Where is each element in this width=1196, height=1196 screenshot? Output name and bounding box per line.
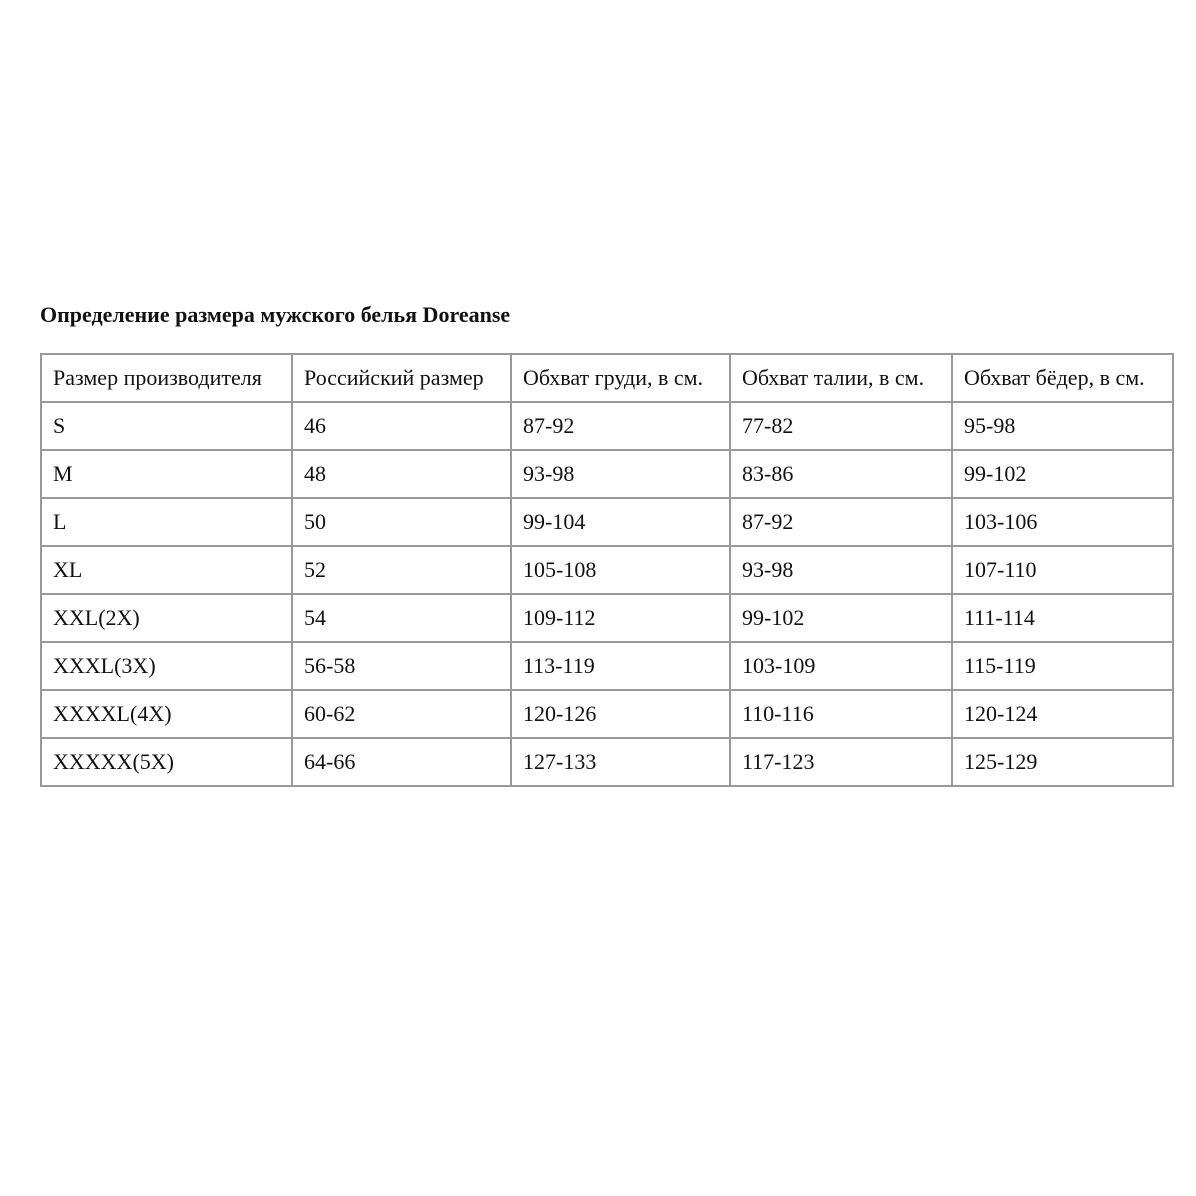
row: XL 52 105-108 93-98 107-110 bbox=[40, 545, 1174, 595]
cell: 83-86 bbox=[729, 449, 953, 499]
header-cell: Размер производителя bbox=[40, 353, 293, 403]
cell: 54 bbox=[291, 593, 512, 643]
cell: 46 bbox=[291, 401, 512, 451]
cell: 120-124 bbox=[951, 689, 1174, 739]
cell: 103-109 bbox=[729, 641, 953, 691]
cell: 48 bbox=[291, 449, 512, 499]
cell: XXL(2X) bbox=[40, 593, 293, 643]
header-cell: Обхват бёдер, в см. bbox=[951, 353, 1174, 403]
cell: 56-58 bbox=[291, 641, 512, 691]
cell: 87-92 bbox=[729, 497, 953, 547]
cell: XL bbox=[40, 545, 293, 595]
cell: 103-106 bbox=[951, 497, 1174, 547]
row: S 46 87-92 77-82 95-98 bbox=[40, 401, 1174, 451]
cell: M bbox=[40, 449, 293, 499]
cell: 50 bbox=[291, 497, 512, 547]
cell: 120-126 bbox=[510, 689, 731, 739]
cell: L bbox=[40, 497, 293, 547]
cell: XXXXL(4X) bbox=[40, 689, 293, 739]
header-row: Размер производителя Российский размер Обх… bbox=[40, 353, 1174, 403]
cell: 125-129 bbox=[951, 737, 1174, 787]
cell: 99-104 bbox=[510, 497, 731, 547]
cell: XXXL(3X) bbox=[40, 641, 293, 691]
title: Определение размера мужского белья Dorea… bbox=[40, 302, 511, 327]
cell: 99-102 bbox=[951, 449, 1174, 499]
cell: 60-62 bbox=[291, 689, 512, 739]
cell: 111-114 bbox=[951, 593, 1174, 643]
row: XXXL(3X) 56-58 113-119 103-109 115-119 bbox=[40, 641, 1174, 691]
header-cell: Обхват талии, в см. bbox=[729, 353, 953, 403]
cell: 93-98 bbox=[729, 545, 953, 595]
cell: 93-98 bbox=[510, 449, 731, 499]
cell: 107-110 bbox=[951, 545, 1174, 595]
header-cell: Российский размер bbox=[291, 353, 512, 403]
cell: 113-119 bbox=[510, 641, 731, 691]
cell: 117-123 bbox=[729, 737, 953, 787]
cell: 115-119 bbox=[951, 641, 1174, 691]
size-table: Размер производителя Российский размер Обх… bbox=[40, 353, 1174, 787]
row: XXXXX(5X) 64-66 127-133 117-123 125-129 bbox=[40, 737, 1174, 787]
cell: 110-116 bbox=[729, 689, 953, 739]
cell: S bbox=[40, 401, 293, 451]
row: L 50 99-104 87-92 103-106 bbox=[40, 497, 1174, 547]
cell: 105-108 bbox=[510, 545, 731, 595]
row: M 48 93-98 83-86 99-102 bbox=[40, 449, 1174, 499]
cell: 52 bbox=[291, 545, 512, 595]
cell: 77-82 bbox=[729, 401, 953, 451]
cell: 87-92 bbox=[510, 401, 731, 451]
cell: XXXXX(5X) bbox=[40, 737, 293, 787]
cell: 109-112 bbox=[510, 593, 731, 643]
row: XXXXL(4X) 60-62 120-126 110-116 120-124 bbox=[40, 689, 1174, 739]
cell: 95-98 bbox=[951, 401, 1174, 451]
cell: 127-133 bbox=[510, 737, 731, 787]
cell: 64-66 bbox=[291, 737, 512, 787]
cell: 99-102 bbox=[729, 593, 953, 643]
header-cell: Обхват груди, в см. bbox=[510, 353, 731, 403]
row: XXL(2X) 54 109-112 99-102 111-114 bbox=[40, 593, 1174, 643]
